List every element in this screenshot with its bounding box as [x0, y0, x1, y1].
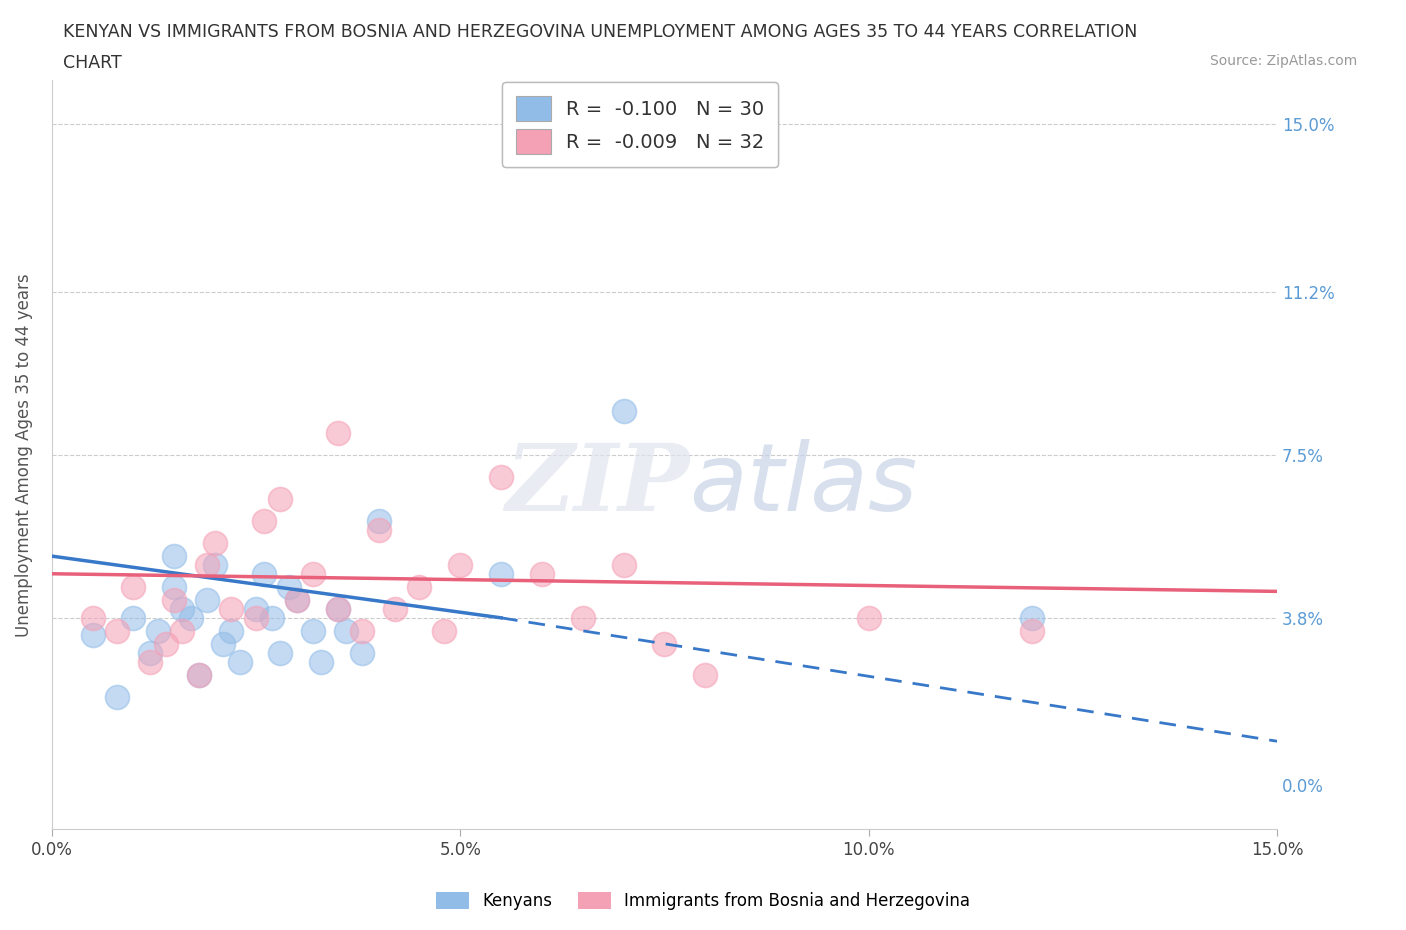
Point: [384, 602, 406, 617]
Point: [530, 566, 553, 581]
Point: [433, 624, 456, 639]
Point: [654, 637, 676, 652]
Point: [277, 579, 299, 594]
Point: [180, 610, 202, 625]
Point: [858, 610, 880, 625]
Point: [449, 557, 471, 572]
Point: [187, 668, 209, 683]
Point: [221, 602, 243, 617]
Point: [172, 624, 194, 639]
Point: [163, 579, 186, 594]
Point: [326, 602, 349, 617]
Point: [1021, 624, 1043, 639]
Point: [212, 637, 235, 652]
Point: [269, 491, 291, 506]
Point: [187, 668, 209, 683]
Legend: Kenyans, Immigrants from Bosnia and Herzegovina: Kenyans, Immigrants from Bosnia and Herz…: [429, 885, 977, 917]
Point: [163, 592, 186, 607]
Legend: R =  -0.100   N = 30, R =  -0.009   N = 32: R = -0.100 N = 30, R = -0.009 N = 32: [502, 83, 778, 167]
Point: [695, 668, 717, 683]
Point: [367, 513, 389, 528]
Point: [139, 655, 162, 670]
Text: CHART: CHART: [63, 54, 122, 72]
Point: [489, 470, 512, 485]
Point: [195, 592, 218, 607]
Point: [245, 602, 267, 617]
Point: [146, 624, 169, 639]
Point: [82, 610, 104, 625]
Point: [311, 655, 333, 670]
Point: [228, 655, 250, 670]
Point: [204, 536, 226, 551]
Point: [253, 513, 276, 528]
Text: KENYAN VS IMMIGRANTS FROM BOSNIA AND HERZEGOVINA UNEMPLOYMENT AMONG AGES 35 TO 4: KENYAN VS IMMIGRANTS FROM BOSNIA AND HER…: [63, 23, 1137, 41]
Point: [122, 579, 145, 594]
Point: [613, 404, 636, 418]
Point: [105, 690, 128, 705]
Point: [408, 579, 430, 594]
Point: [352, 645, 374, 660]
Point: [262, 610, 284, 625]
Point: [285, 592, 308, 607]
Text: ZIP: ZIP: [505, 440, 689, 530]
Point: [122, 610, 145, 625]
Point: [613, 557, 636, 572]
Point: [221, 624, 243, 639]
Point: [352, 624, 374, 639]
Text: atlas: atlas: [689, 439, 917, 530]
Point: [326, 602, 349, 617]
Point: [1021, 610, 1043, 625]
Point: [571, 610, 593, 625]
Point: [335, 624, 357, 639]
Point: [489, 566, 512, 581]
Point: [195, 557, 218, 572]
Point: [253, 566, 276, 581]
Text: Source: ZipAtlas.com: Source: ZipAtlas.com: [1209, 54, 1357, 68]
Point: [155, 637, 177, 652]
Point: [105, 624, 128, 639]
Y-axis label: Unemployment Among Ages 35 to 44 years: Unemployment Among Ages 35 to 44 years: [15, 272, 32, 636]
Point: [285, 592, 308, 607]
Point: [172, 602, 194, 617]
Point: [367, 523, 389, 538]
Point: [245, 610, 267, 625]
Point: [82, 628, 104, 643]
Point: [302, 566, 325, 581]
Point: [269, 645, 291, 660]
Point: [302, 624, 325, 639]
Point: [163, 549, 186, 564]
Point: [204, 557, 226, 572]
Point: [326, 425, 349, 440]
Point: [139, 645, 162, 660]
